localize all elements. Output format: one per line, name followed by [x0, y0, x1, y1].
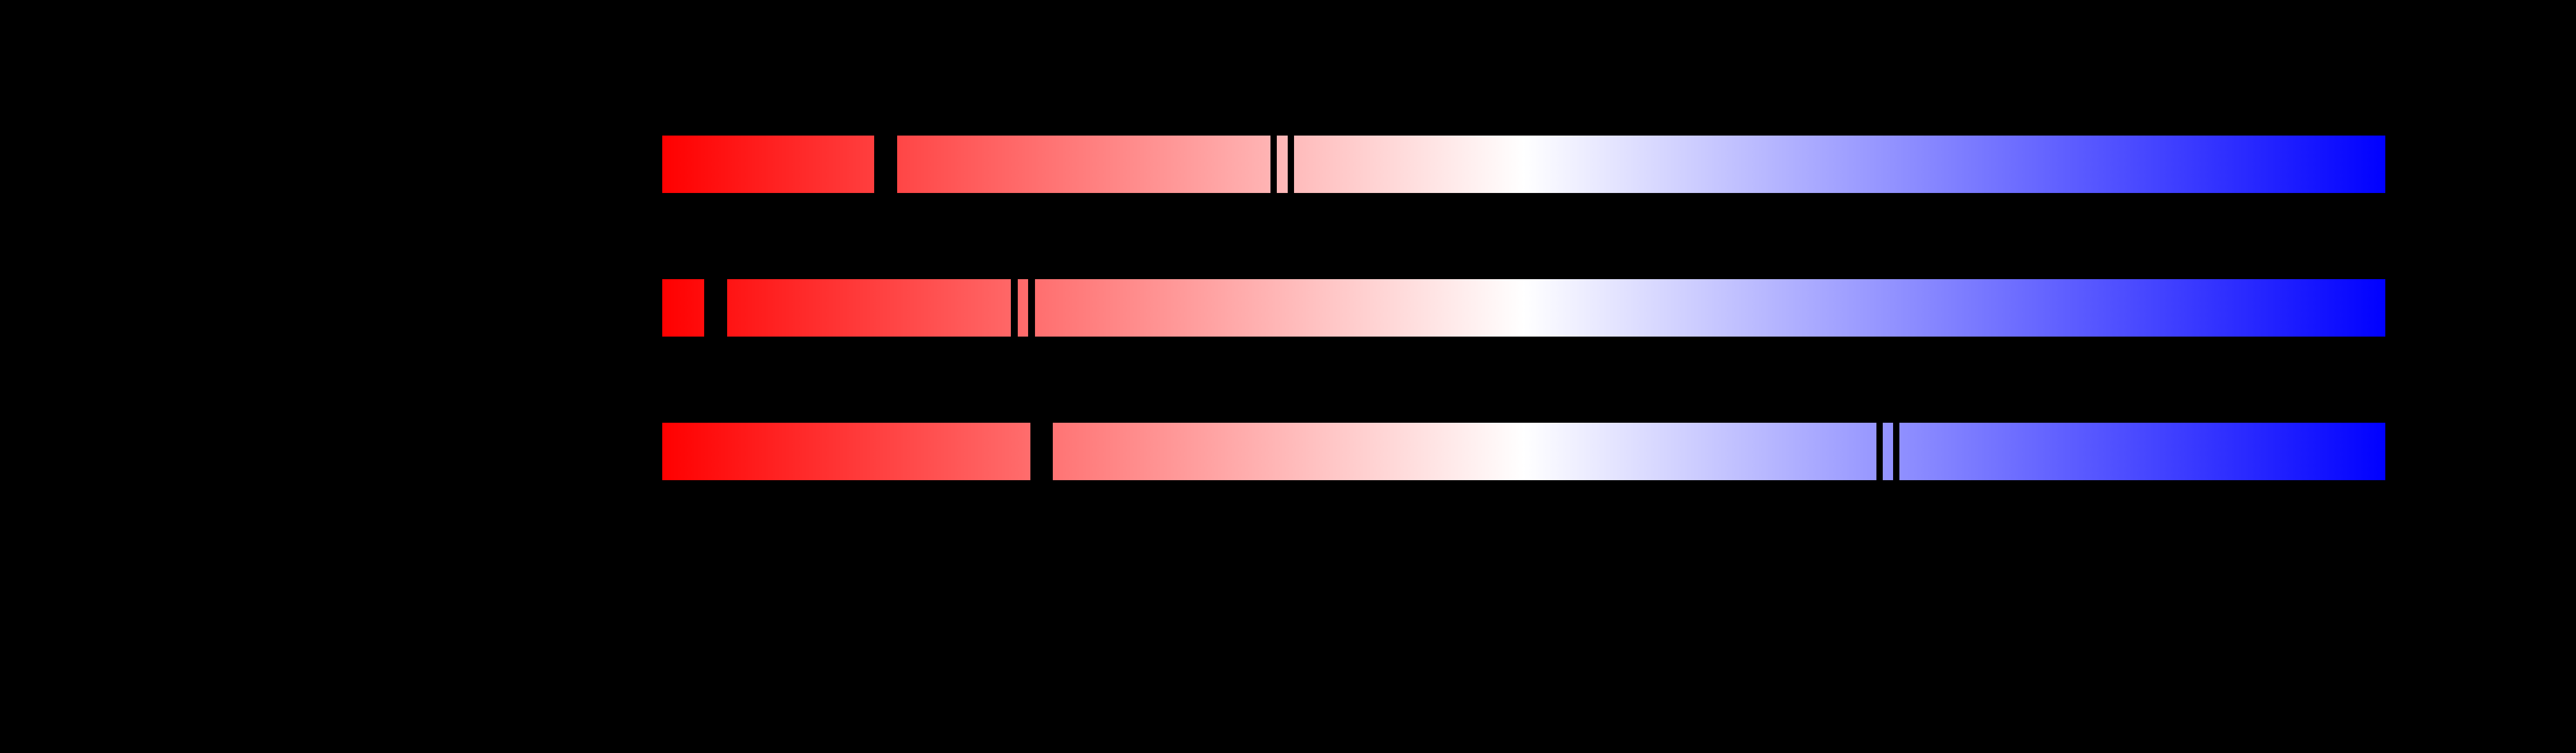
marker-thick-tick [1030, 422, 1053, 480]
marker-thin-tick [1010, 279, 1018, 337]
marker-thin-tick [1270, 136, 1277, 193]
marker-thick-tick [874, 136, 897, 193]
gradient-bar-3 [662, 422, 2386, 480]
marker-thin-tick [1288, 136, 1295, 193]
marker-thin-tick [1028, 279, 1035, 337]
marker-thin-tick [1876, 422, 1883, 480]
gradient-bar-2 [662, 279, 2386, 337]
gradient-bar-1 [662, 136, 2386, 193]
marker-thin-tick [1893, 422, 1899, 480]
marker-thick-tick [704, 279, 728, 337]
